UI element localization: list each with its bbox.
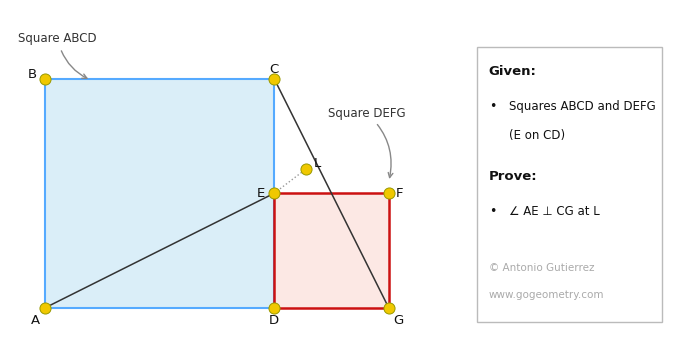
FancyBboxPatch shape [477,47,662,322]
Polygon shape [274,193,389,308]
Text: •: • [488,205,496,218]
Text: B: B [28,68,38,82]
Text: D: D [269,314,279,326]
Text: © Antonio Gutierrez: © Antonio Gutierrez [488,263,594,273]
Text: •: • [488,100,496,113]
Polygon shape [45,79,274,308]
Text: G: G [393,314,403,326]
Text: Square ABCD: Square ABCD [18,32,97,78]
Text: Square DEFG: Square DEFG [328,106,405,178]
Text: A: A [31,314,40,326]
Text: C: C [269,63,279,76]
Text: www.gogeometry.com: www.gogeometry.com [488,289,604,299]
Text: F: F [395,187,403,200]
Text: L: L [313,157,321,170]
Text: Given:: Given: [488,65,536,78]
Text: (E on CD): (E on CD) [509,129,565,142]
Text: ∠ AE ⊥ CG at L: ∠ AE ⊥ CG at L [509,205,600,218]
Text: Squares ABCD and DEFG: Squares ABCD and DEFG [509,100,656,113]
Text: E: E [256,187,265,200]
Text: Prove:: Prove: [488,170,538,183]
